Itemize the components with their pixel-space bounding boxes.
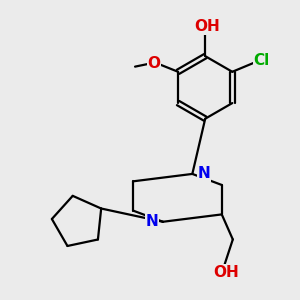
Text: O: O — [148, 56, 161, 71]
Text: OH: OH — [214, 265, 239, 280]
Text: Cl: Cl — [254, 53, 270, 68]
Text: OH: OH — [194, 19, 220, 34]
Text: N: N — [146, 214, 158, 229]
Text: N: N — [197, 167, 210, 182]
